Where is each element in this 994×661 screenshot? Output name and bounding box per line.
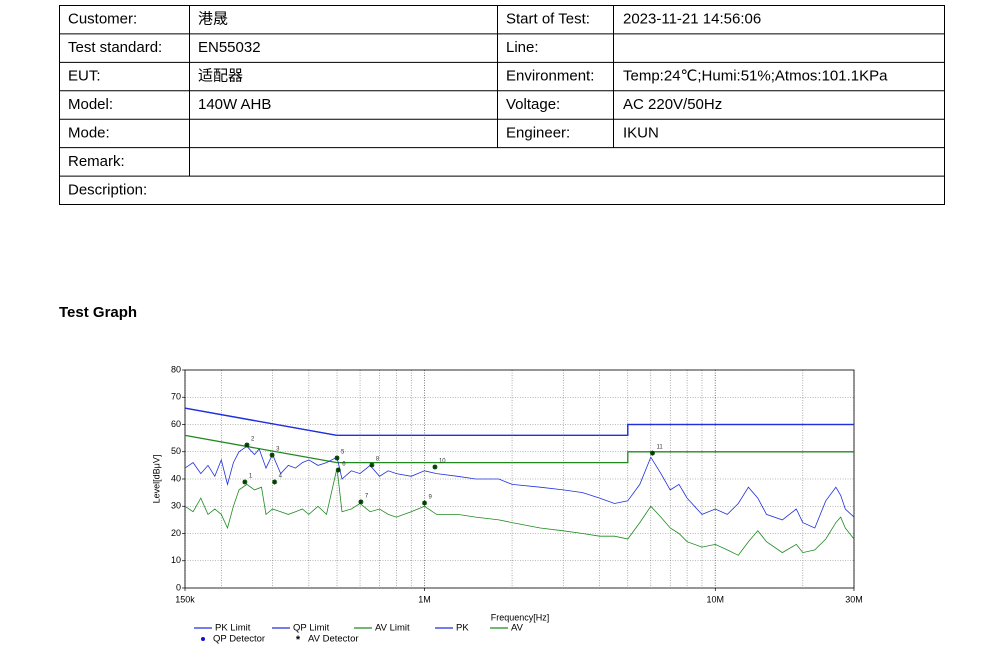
cell-label: Description: <box>68 181 147 198</box>
x-tick-label: 150k <box>175 594 195 604</box>
cell-label: Test standard: <box>68 39 162 56</box>
detector-marker <box>422 500 428 506</box>
y-tick-label: 0 <box>176 582 181 592</box>
detector-marker <box>432 464 438 470</box>
legend-label: AV Detector <box>308 634 359 645</box>
cell-label: EUT: <box>68 68 101 85</box>
marker-label: 1 <box>249 474 253 480</box>
cell-value: 港晟 <box>198 11 228 28</box>
marker-label: 7 <box>365 493 369 499</box>
cell-value: AC 220V/50Hz <box>623 96 722 113</box>
cell-label: Customer: <box>68 11 137 28</box>
cell-label: Environment: <box>506 68 594 85</box>
y-tick-label: 40 <box>171 473 181 483</box>
cell-label: Line: <box>506 39 539 56</box>
cell-label: Mode: <box>68 124 110 141</box>
marker-label: 9 <box>429 495 433 501</box>
cell-label: Model: <box>68 96 113 113</box>
y-tick-label: 80 <box>171 364 181 374</box>
detector-marker <box>244 442 250 448</box>
detector-marker <box>369 462 375 468</box>
y-tick-label: 10 <box>171 555 181 565</box>
y-axis-label: Level[dBμV] <box>151 455 161 504</box>
x-tick-label: 10M <box>707 594 725 604</box>
y-tick-label: 50 <box>171 446 181 456</box>
cell-value: 2023-11-21 14:56:06 <box>623 11 761 28</box>
detector-marker <box>334 455 340 461</box>
cell-value: IKUN <box>623 124 659 141</box>
marker-label: 5 <box>341 450 345 456</box>
legend-swatch <box>201 637 205 641</box>
marker-label: 2 <box>251 437 255 443</box>
table-border <box>59 5 945 205</box>
legend-label: QP Limit <box>293 623 330 634</box>
cell-value: 140W AHB <box>198 96 271 113</box>
marker-label: 8 <box>376 457 380 463</box>
legend-swatch: * <box>296 634 301 646</box>
section-title: Test Graph <box>59 304 137 321</box>
y-tick-label: 30 <box>171 501 181 511</box>
detector-marker <box>242 479 248 485</box>
plot-border <box>184 369 855 589</box>
series-line <box>184 445 855 529</box>
legend-label: AV Limit <box>375 623 410 634</box>
marker-label: 10 <box>439 459 446 465</box>
detector-marker <box>335 467 341 473</box>
y-tick-label: 20 <box>171 528 181 538</box>
x-axis-label: Frequency[Hz] <box>491 612 550 622</box>
cell-label: Start of Test: <box>506 11 590 28</box>
y-tick-label: 70 <box>171 392 181 402</box>
series-line <box>184 434 854 464</box>
cell-value: EN55032 <box>198 39 261 56</box>
series-line <box>184 468 855 556</box>
detector-marker <box>269 452 275 458</box>
y-tick-label: 60 <box>171 419 181 429</box>
cell-label: Voltage: <box>506 96 560 113</box>
x-tick-label: 30M <box>845 594 863 604</box>
detector-marker <box>272 479 278 485</box>
legend-label: AV <box>511 623 524 634</box>
marker-label: 11 <box>656 445 663 451</box>
cell-label: Remark: <box>68 153 125 170</box>
detector-marker <box>649 450 655 456</box>
legend-label: QP Detector <box>213 634 265 645</box>
info-table <box>59 5 945 205</box>
detector-marker <box>358 499 364 505</box>
x-tick-label: 1M <box>418 594 431 604</box>
marker-label: 4 <box>279 474 283 480</box>
cell-value: Temp:24℃;Humi:51%;Atmos:101.1KPa <box>623 68 888 85</box>
cell-label: Engineer: <box>506 124 570 141</box>
cell-value: 适配器 <box>198 68 243 85</box>
legend-label: PK <box>456 623 469 634</box>
series-line <box>184 407 854 437</box>
marker-label: 6 <box>342 462 346 468</box>
series-line <box>184 407 854 437</box>
marker-label: 3 <box>276 447 280 453</box>
legend-label: PK Limit <box>215 623 251 634</box>
